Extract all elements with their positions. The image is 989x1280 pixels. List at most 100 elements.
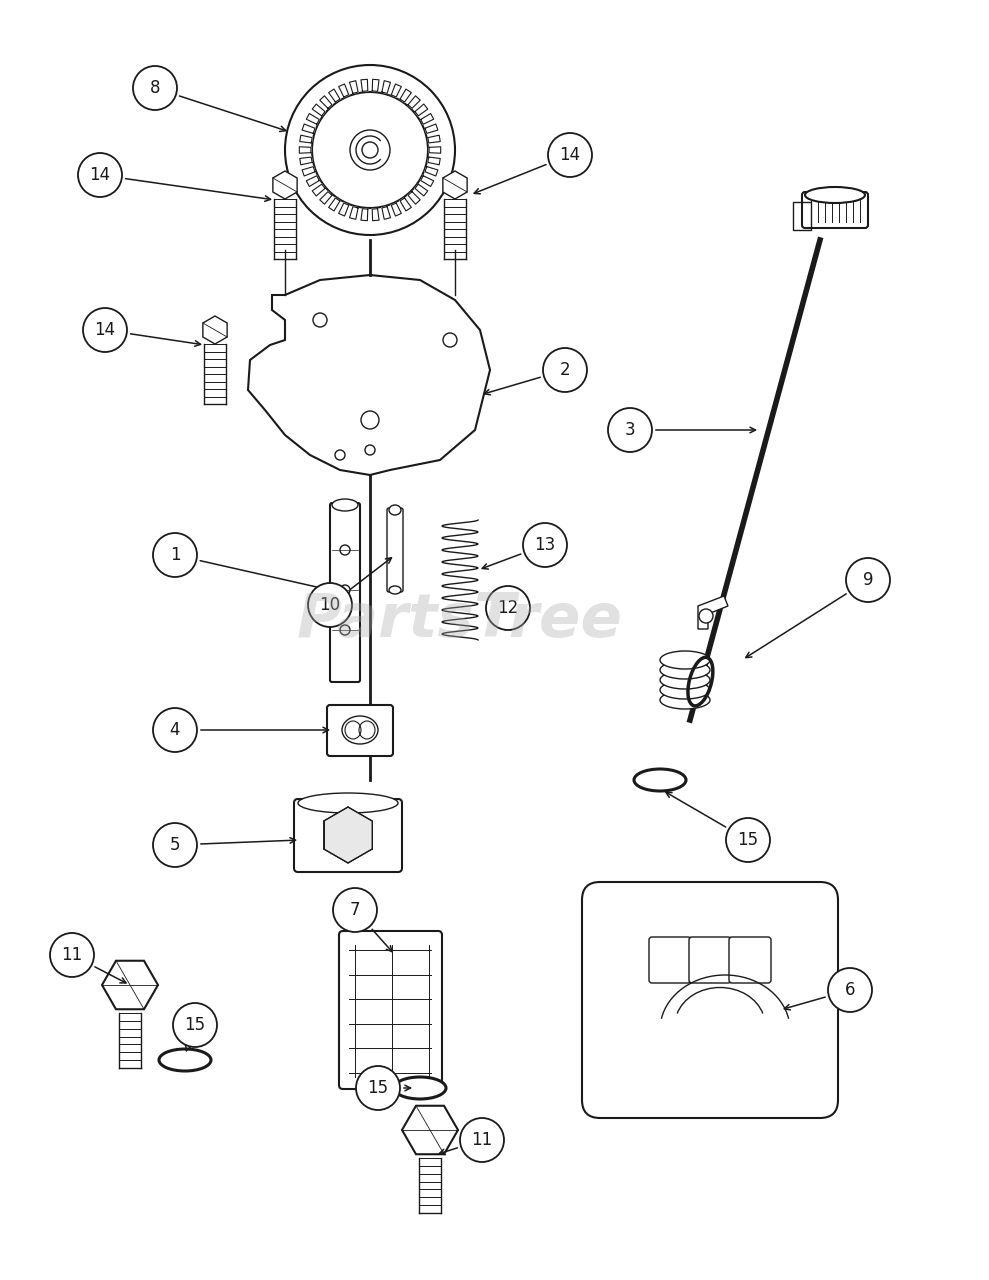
Text: 10: 10 [319,596,340,614]
Text: 6: 6 [845,980,855,998]
Circle shape [340,585,350,595]
Text: 15: 15 [738,831,759,849]
Polygon shape [428,157,440,165]
FancyBboxPatch shape [649,937,691,983]
Ellipse shape [342,716,378,744]
Circle shape [335,451,345,460]
Polygon shape [361,79,368,91]
Circle shape [361,411,379,429]
Circle shape [78,154,122,197]
Polygon shape [328,198,340,211]
Polygon shape [349,206,358,219]
Circle shape [173,1004,217,1047]
Polygon shape [319,192,332,205]
Polygon shape [429,147,441,154]
Ellipse shape [394,1076,446,1100]
Text: 14: 14 [89,166,111,184]
Polygon shape [408,96,420,109]
Circle shape [460,1117,504,1162]
Polygon shape [392,84,402,97]
Ellipse shape [332,499,358,511]
Polygon shape [698,596,728,628]
Polygon shape [273,172,297,198]
Circle shape [340,625,350,635]
Ellipse shape [660,681,710,699]
Circle shape [362,142,378,157]
Circle shape [313,314,327,326]
Text: 15: 15 [368,1079,389,1097]
Polygon shape [302,166,315,175]
Polygon shape [401,198,411,211]
Text: 12: 12 [497,599,518,617]
Ellipse shape [389,506,401,515]
Circle shape [133,67,177,110]
Polygon shape [203,316,227,344]
Text: 9: 9 [862,571,873,589]
Polygon shape [372,209,379,220]
Polygon shape [361,209,368,220]
Text: 2: 2 [560,361,571,379]
Text: 3: 3 [625,421,635,439]
FancyBboxPatch shape [689,937,731,983]
FancyBboxPatch shape [802,192,868,228]
Polygon shape [425,166,438,175]
Polygon shape [323,806,372,863]
FancyBboxPatch shape [339,931,442,1089]
Polygon shape [349,81,358,93]
Circle shape [726,818,770,861]
Polygon shape [402,1106,458,1155]
Circle shape [153,823,197,867]
Polygon shape [313,184,325,196]
Ellipse shape [298,794,398,813]
Ellipse shape [805,187,865,204]
Circle shape [83,308,127,352]
Text: 1: 1 [170,547,180,564]
Circle shape [828,968,872,1012]
Polygon shape [328,90,340,102]
Ellipse shape [660,671,710,689]
Text: PartsTree: PartsTree [297,590,623,649]
Polygon shape [382,206,391,219]
Circle shape [365,445,375,454]
Polygon shape [300,147,311,154]
Circle shape [312,92,428,209]
FancyBboxPatch shape [582,882,838,1117]
Polygon shape [408,192,420,205]
Polygon shape [319,96,332,109]
FancyBboxPatch shape [729,937,771,983]
Polygon shape [338,84,349,97]
Polygon shape [392,204,402,216]
Ellipse shape [634,769,686,791]
Polygon shape [102,961,158,1009]
Polygon shape [372,79,379,91]
Circle shape [333,888,377,932]
Circle shape [699,609,713,623]
FancyBboxPatch shape [294,799,402,872]
Circle shape [497,607,519,628]
Circle shape [340,545,350,556]
Circle shape [443,333,457,347]
Polygon shape [300,136,313,143]
Text: 7: 7 [350,901,360,919]
Polygon shape [425,124,438,133]
Circle shape [608,408,652,452]
Ellipse shape [660,691,710,709]
Text: 8: 8 [149,79,160,97]
Polygon shape [420,114,434,124]
Text: 14: 14 [560,146,581,164]
Polygon shape [443,172,467,198]
Polygon shape [300,157,313,165]
Circle shape [846,558,890,602]
Polygon shape [401,90,411,102]
Circle shape [543,348,587,392]
Circle shape [350,131,390,170]
Circle shape [50,933,94,977]
Polygon shape [420,175,434,187]
FancyBboxPatch shape [327,705,393,756]
Text: 13: 13 [534,536,556,554]
Text: 14: 14 [94,321,116,339]
Polygon shape [248,275,490,475]
Text: 4: 4 [170,721,180,739]
Circle shape [486,586,530,630]
Polygon shape [307,175,319,187]
